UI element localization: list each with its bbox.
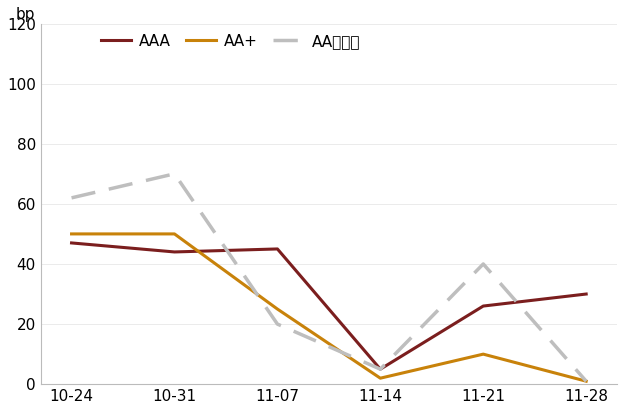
Legend: AAA, AA+, AA及以下: AAA, AA+, AA及以下 <box>94 28 366 55</box>
Text: bp: bp <box>16 7 35 22</box>
